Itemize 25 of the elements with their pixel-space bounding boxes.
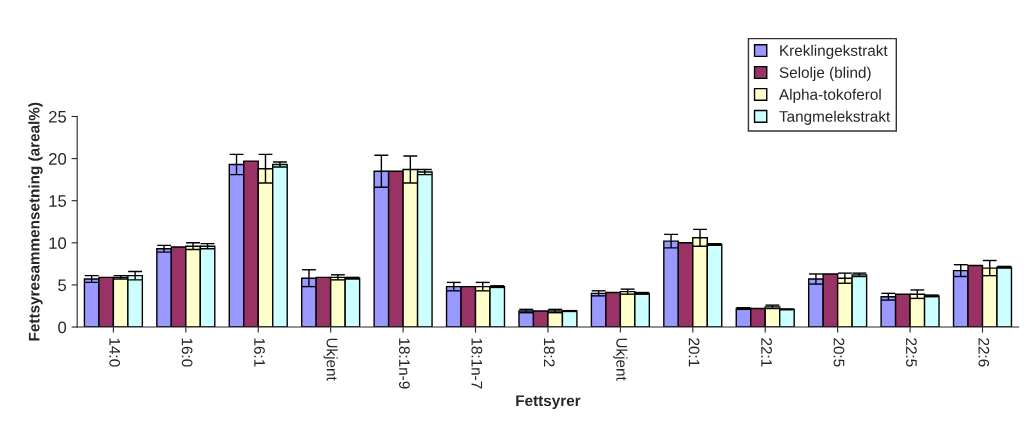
legend-label: Selolje (blind) (779, 66, 871, 81)
x-tick-label: 22:6 (978, 338, 990, 367)
x-tick-label: 14:0 (109, 338, 121, 367)
y-tick-label: 5 (58, 279, 67, 292)
x-tick-label: 22:5 (905, 338, 917, 367)
x-tick-label: 22:1 (761, 338, 772, 367)
legend-label: Kreklingekstrakt (780, 44, 888, 60)
x-tick-label: 18:2 (543, 338, 555, 367)
legend-label: Tangmelekstrakt (779, 110, 891, 125)
x-tick-label: 16:0 (181, 338, 193, 367)
x-tick-label: 18:1n-9 (398, 338, 410, 389)
y-axis-title: Fettsyresammensetning (areal%) (28, 102, 43, 341)
x-tick-label: 16:1 (254, 338, 265, 367)
y-tick-label: 25 (49, 110, 67, 123)
x-tick-label: Ukjent (323, 338, 338, 381)
legend-label: Alpha-tokoferol (779, 88, 881, 103)
y-tick-label: 15 (49, 195, 67, 207)
x-tick-label: 20:5 (833, 338, 845, 367)
x-tick-label: Ukjent (613, 338, 628, 381)
y-tick-label: 10 (49, 237, 67, 250)
x-axis-title: Fettsyrer (516, 395, 581, 410)
y-tick-label: 20 (49, 152, 67, 165)
x-tick-label: 18:1n-7 (471, 338, 483, 389)
y-tick-label: 0 (58, 321, 67, 334)
x-tick-label: 20:1 (688, 338, 700, 367)
